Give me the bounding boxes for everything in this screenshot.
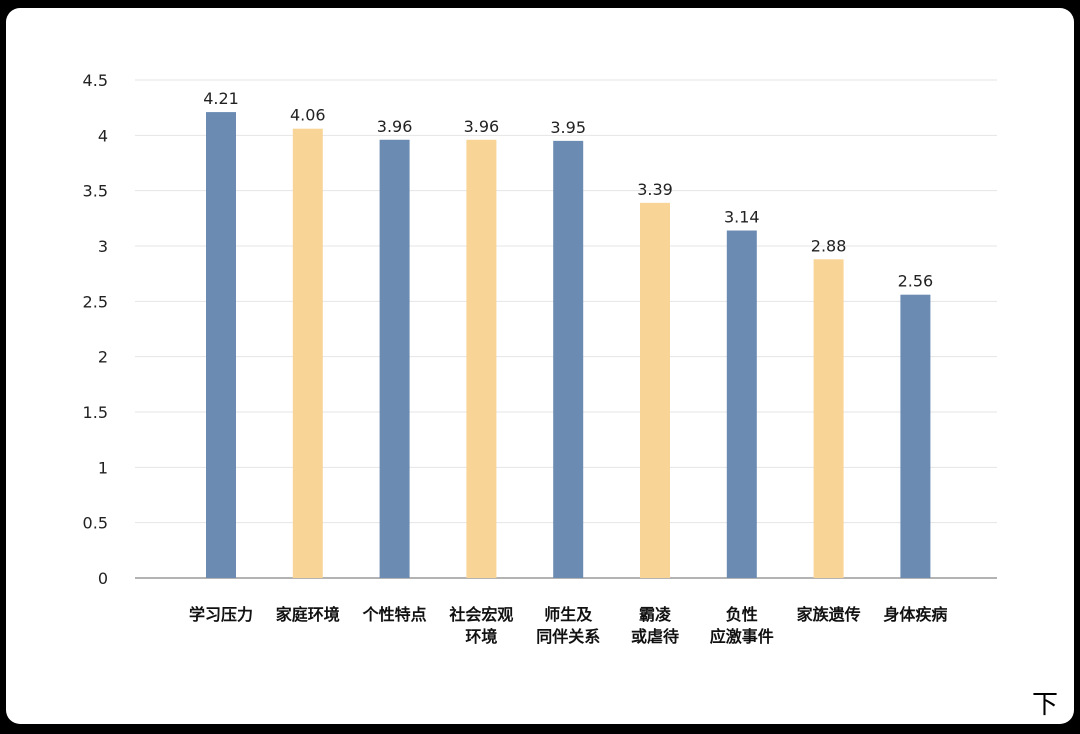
bar	[553, 140, 584, 578]
y-tick-label: 3	[98, 237, 108, 256]
x-tick-label: 环境	[465, 627, 497, 646]
data-label: 3.96	[377, 117, 413, 136]
x-tick-label: 应激事件	[710, 627, 774, 646]
y-tick-label: 1.5	[83, 403, 108, 422]
x-tick-label: 家庭环境	[276, 605, 340, 624]
data-label: 3.14	[724, 208, 760, 227]
x-tick-label: 或虐待	[631, 627, 679, 646]
x-tick-label: 霸凌	[639, 605, 672, 624]
chart-frame	[6, 8, 1074, 724]
y-tick-label: 0.5	[83, 514, 108, 533]
bar	[640, 202, 670, 578]
x-tick-label: 身体疾病	[883, 605, 947, 624]
data-label: 4.21	[203, 89, 239, 108]
y-tick-label: 1	[98, 458, 108, 477]
x-tick-label: 学习压力	[189, 605, 253, 624]
x-tick-label: 家族遗传	[797, 605, 861, 624]
bar	[900, 294, 931, 578]
data-label: 4.06	[290, 106, 326, 125]
data-label: 3.96	[464, 117, 500, 136]
x-tick-label: 同伴关系	[536, 627, 600, 646]
data-label: 3.39	[637, 180, 673, 199]
data-label: 3.95	[550, 118, 586, 137]
y-tick-label: 4.5	[83, 71, 108, 90]
data-label: 2.88	[811, 236, 847, 255]
x-tick-label: 社会宏观	[448, 605, 513, 624]
bar	[206, 112, 236, 579]
data-label: 2.56	[898, 272, 934, 291]
corner-glyph: 下	[1032, 690, 1059, 720]
bar	[813, 259, 844, 578]
x-tick-label: 负性	[726, 605, 758, 624]
bar	[292, 128, 323, 578]
y-tick-label: 0	[98, 569, 108, 588]
bar	[466, 139, 497, 578]
x-tick-label: 师生及	[544, 605, 593, 624]
y-tick-label: 2.5	[83, 292, 108, 311]
y-tick-label: 4	[98, 126, 108, 145]
y-tick-label: 3.5	[83, 182, 108, 201]
bar	[379, 139, 410, 578]
x-tick-label: 个性特点	[362, 605, 427, 624]
y-tick-label: 2	[98, 348, 108, 367]
bar	[726, 230, 757, 579]
